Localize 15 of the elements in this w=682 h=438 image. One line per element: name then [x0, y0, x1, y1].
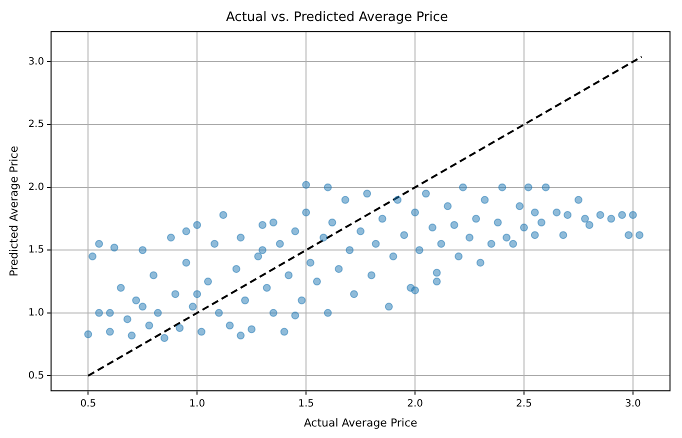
- y-axis-title: Predicted Average Price: [7, 146, 20, 277]
- y-tick-label: 0.5: [28, 370, 44, 382]
- y-tick-label: 2.0: [28, 182, 44, 193]
- x-tick-label: 2.5: [516, 398, 532, 410]
- x-tick-label: 1.5: [298, 398, 314, 410]
- chart-title: Actual vs. Predicted Average Price: [226, 10, 448, 26]
- y-tick-label: 2.5: [28, 119, 44, 130]
- x-tick-label: 1.0: [189, 398, 206, 410]
- y-tick-label: 1.0: [28, 308, 44, 319]
- y-tick-label: 3.0: [28, 56, 44, 68]
- x-tick-label: 2.0: [407, 398, 423, 410]
- x-tick-label: 0.5: [80, 398, 96, 410]
- x-tick-label: 3.0: [625, 398, 641, 410]
- y-tick-label: 1.5: [28, 244, 44, 256]
- x-axis-title: Actual Average Price: [304, 416, 418, 430]
